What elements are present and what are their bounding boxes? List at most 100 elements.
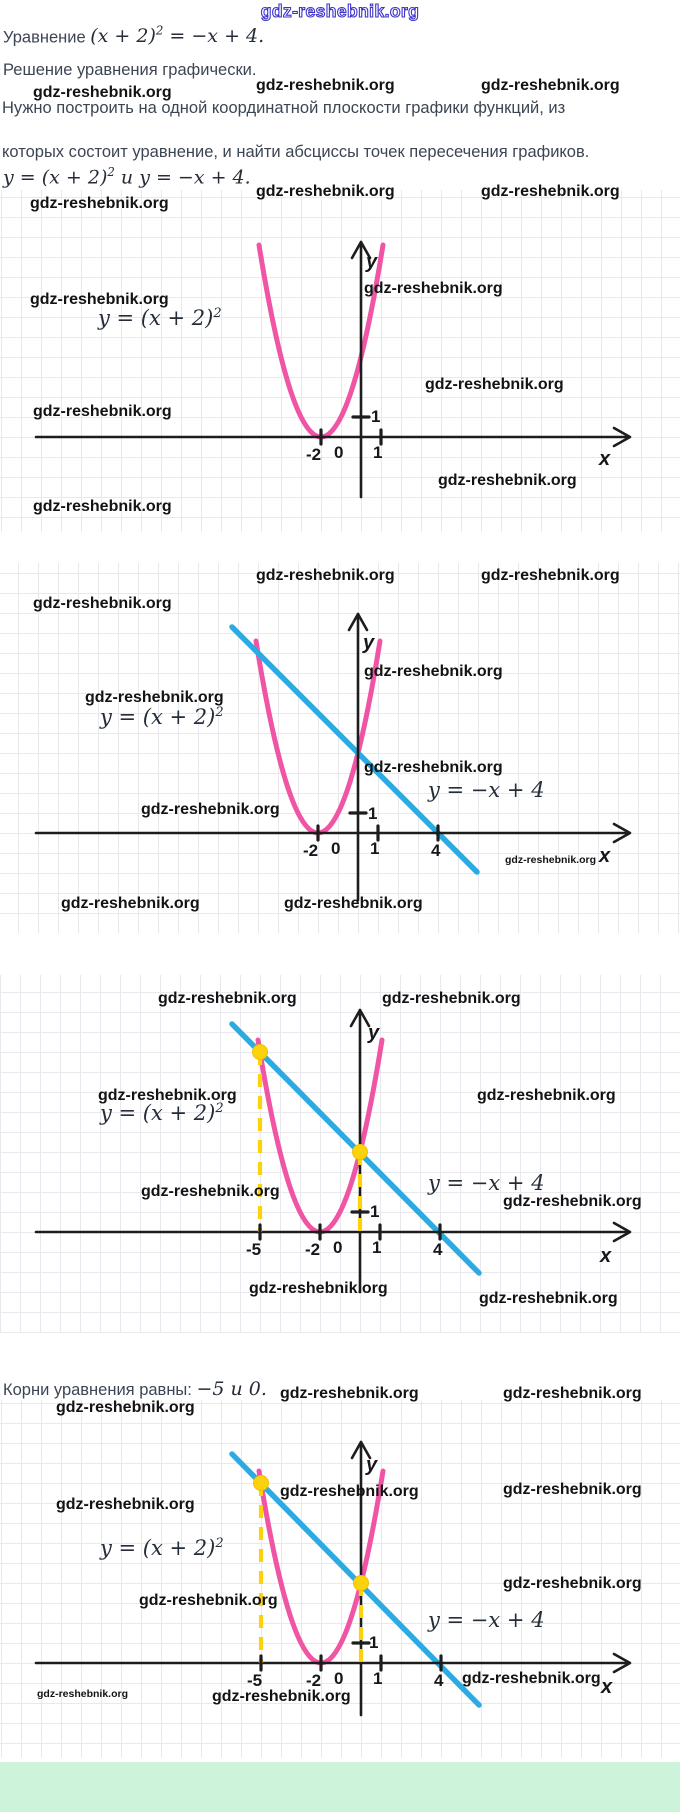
- watermark: gdz-reshebnik.org: [30, 195, 169, 212]
- ytick-one: 1: [371, 407, 381, 426]
- watermark: gdz-reshebnik.org: [481, 77, 620, 94]
- watermark: gdz-reshebnik.org: [158, 990, 297, 1007]
- ytick-one: 1: [368, 804, 378, 823]
- watermark: gdz-reshebnik.org: [56, 1399, 195, 1416]
- xtick-zero: 0: [334, 443, 344, 462]
- watermark: gdz-reshebnik.org: [364, 663, 503, 680]
- watermark: gdz-reshebnik.org: [256, 567, 395, 584]
- graph-step-4-canvas: [34, 1440, 632, 1717]
- equation-prefix: Уравнение: [3, 28, 86, 47]
- graph-step-1: y = (x + 2)2 y x -2 0 1 1: [0, 190, 680, 532]
- watermark: gdz-reshebnik.org: [33, 403, 172, 420]
- xtick-zero: 0: [333, 1238, 343, 1257]
- line-label: y = −x + 4: [428, 778, 545, 802]
- watermark: gdz-reshebnik.org: [284, 895, 423, 912]
- xtick-one: 1: [373, 443, 383, 462]
- line-label: y = −x + 4: [428, 1171, 545, 1195]
- intersection-point-zero: [352, 1144, 368, 1160]
- xtick-minus5: -5: [247, 1671, 263, 1690]
- watermark: gdz-reshebnik.org: [139, 1592, 278, 1609]
- watermark: gdz-reshebnik.org: [481, 567, 620, 584]
- x-axis-arrow-icon: [612, 426, 632, 448]
- y-axis-arrow-icon: [347, 612, 369, 632]
- xtick-minus5: -5: [246, 1240, 262, 1259]
- roots-answer: Корни уравнения равны: −5 и 0.: [3, 1378, 267, 1402]
- xtick-minus2: -2: [306, 445, 322, 464]
- y-axis-letter: y: [363, 632, 375, 654]
- watermark: gdz-reshebnik.org: [280, 1483, 419, 1500]
- intersection-point-zero: [353, 1575, 369, 1591]
- watermark: gdz-reshebnik.org: [212, 1688, 351, 1705]
- watermark: gdz-reshebnik.org: [33, 498, 172, 515]
- x-axis-letter: x: [600, 1245, 612, 1267]
- xtick-four: 4: [434, 1671, 444, 1690]
- xtick-zero: 0: [331, 839, 341, 858]
- watermark: gdz-reshebnik.org: [141, 1183, 280, 1200]
- x-axis-letter: x: [599, 845, 611, 867]
- equation-math: (x + 2)2 = −x + 4.: [90, 24, 265, 48]
- intersection-point-minus5: [252, 1044, 268, 1060]
- watermark: gdz-reshebnik.org: [141, 801, 280, 818]
- graph-step-2-canvas: [34, 612, 632, 902]
- watermark: gdz-reshebnik.org: [256, 183, 395, 200]
- header-watermark: gdz-reshebnik.org: [260, 1, 420, 22]
- graph-step-2: y = (x + 2)2 y = −x + 4 y x -2 0 1 4 1: [0, 563, 680, 933]
- graph-step-3-canvas: [34, 1008, 632, 1294]
- x-axis-arrow-icon: [612, 1652, 632, 1674]
- method-line: Решение уравнения графически.: [3, 61, 257, 79]
- y-axis-arrow-icon: [349, 1008, 371, 1028]
- x-axis-letter: x: [601, 1676, 613, 1698]
- axis-ticks: [259, 1641, 443, 1672]
- axis-ticks: [258, 1210, 442, 1241]
- watermark: gdz-reshebnik.org: [503, 1385, 642, 1402]
- watermark: gdz-reshebnik.org: [33, 84, 172, 101]
- xtick-four: 4: [433, 1240, 443, 1259]
- watermark: gdz-reshebnik.org: [503, 1575, 642, 1592]
- watermark: gdz-reshebnik.org: [249, 1280, 388, 1297]
- graph-step-1-canvas: [34, 240, 632, 499]
- task-line-1: Нужно построить на одной координатной пл…: [2, 99, 566, 117]
- watermark: gdz-reshebnik.org: [425, 376, 564, 393]
- watermark: gdz-reshebnik.org: [479, 1290, 618, 1307]
- xtick-one: 1: [370, 839, 380, 858]
- y-axis-arrow-icon: [350, 1440, 372, 1460]
- graph-step-4: y = (x + 2)2 y = −x + 4 y x -5 -2 0 1 4 …: [0, 1400, 680, 1758]
- footer-strip: [0, 1762, 680, 1812]
- functions-line: y = (x + 2)2 и y = −x + 4.: [3, 165, 251, 189]
- xtick-zero: 0: [334, 1669, 344, 1688]
- watermark: gdz-reshebnik.org: [364, 759, 503, 776]
- watermark: gdz-reshebnik.org: [33, 595, 172, 612]
- watermark: gdz-reshebnik.org: [462, 1670, 601, 1687]
- parabola-label: y = (x + 2)2: [100, 705, 224, 729]
- y-axis-letter: y: [366, 251, 378, 273]
- watermark: gdz-reshebnik.org: [85, 689, 224, 706]
- watermark: gdz-reshebnik.org: [280, 1385, 419, 1402]
- parabola-label: y = (x + 2)2: [100, 1101, 224, 1125]
- watermark: gdz-reshebnik.org: [30, 291, 169, 308]
- axis-ticks: [319, 415, 383, 446]
- watermark: gdz-reshebnik.org: [505, 854, 597, 866]
- xtick-four: 4: [431, 841, 441, 860]
- y-axis-letter: y: [366, 1454, 378, 1476]
- xtick-one: 1: [373, 1669, 383, 1688]
- watermark: gdz-reshebnik.org: [438, 472, 577, 489]
- parabola-label: y = (x + 2)2: [98, 306, 222, 330]
- graph-step-3: y = (x + 2)2 y = −x + 4 y x -5 -2 0 1 4 …: [0, 975, 680, 1333]
- roots-prefix: Корни уравнения равны:: [3, 1381, 192, 1399]
- line-curve: [229, 624, 480, 875]
- watermark: gdz-reshebnik.org: [477, 1087, 616, 1104]
- watermark: gdz-reshebnik.org: [56, 1496, 195, 1513]
- roots-value: −5 и 0.: [196, 1378, 267, 1400]
- xtick-minus2: -2: [303, 841, 319, 860]
- x-axis-arrow-icon: [612, 1221, 632, 1243]
- watermark: gdz-reshebnik.org: [256, 77, 395, 94]
- parabola-curve: [256, 242, 386, 440]
- x-axis-letter: x: [599, 448, 611, 470]
- line-label: y = −x + 4: [428, 1608, 545, 1632]
- watermark: gdz-reshebnik.org: [364, 280, 503, 297]
- axis-ticks: [316, 811, 440, 842]
- watermark: gdz-reshebnik.org: [37, 1688, 129, 1700]
- watermark: gdz-reshebnik.org: [98, 1087, 237, 1104]
- y-axis-letter: y: [368, 1022, 380, 1044]
